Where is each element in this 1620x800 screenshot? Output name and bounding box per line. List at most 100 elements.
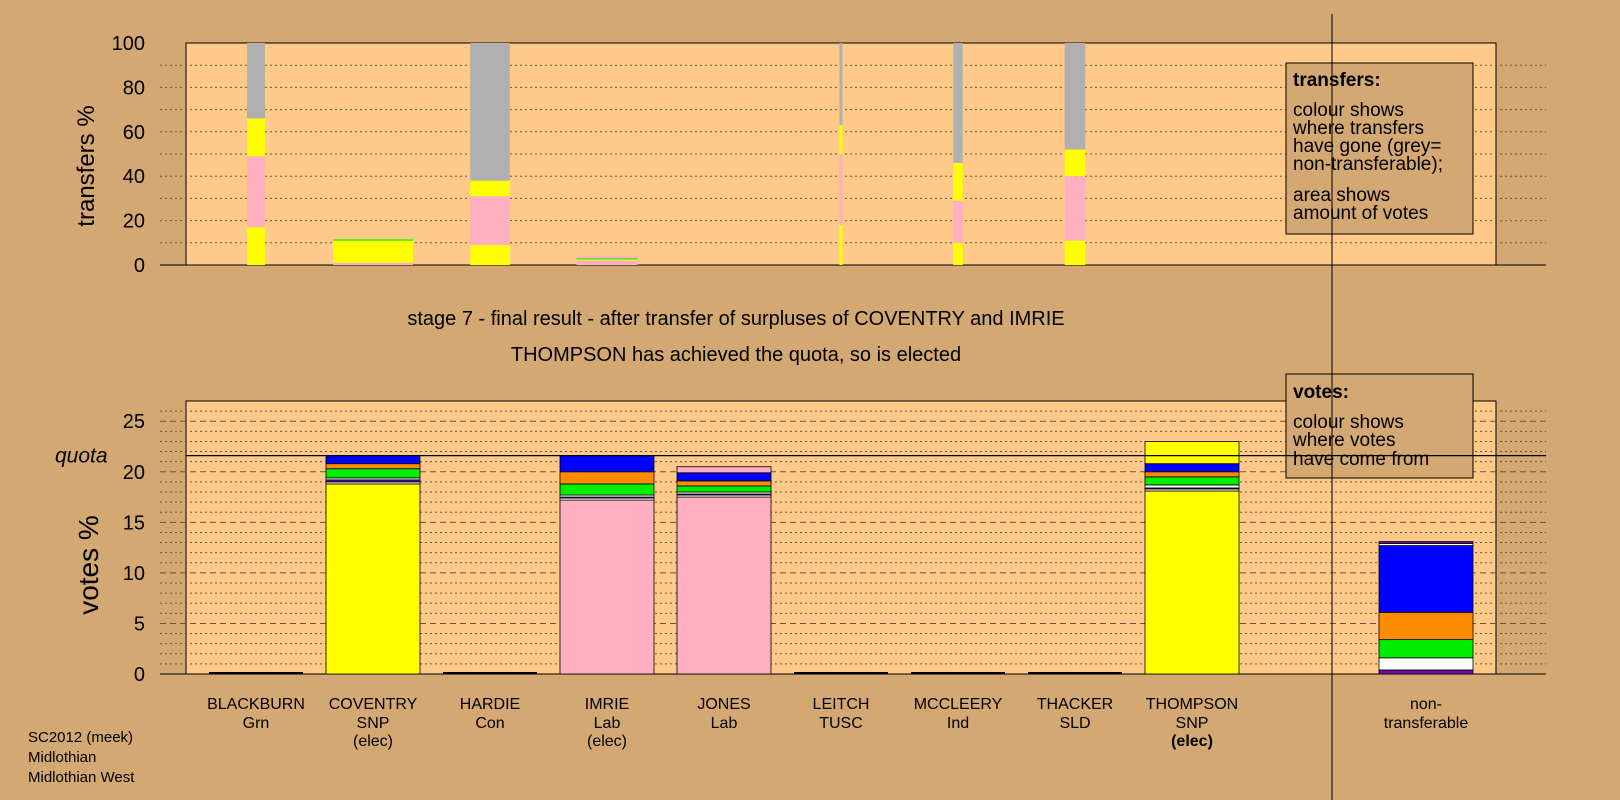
y-tick-label: 25 <box>123 411 145 433</box>
transfer-segment <box>953 43 963 163</box>
transfers-legend-bg <box>1285 62 1474 235</box>
votes-legend-line: have come from <box>1293 449 1429 470</box>
vote-segment <box>676 472 772 482</box>
y-tick-label: 20 <box>123 462 145 484</box>
vote-segment <box>1378 545 1474 613</box>
footer-line: Midlothian West <box>28 769 135 786</box>
candidate-name-label: COVENTRY <box>329 696 418 713</box>
vote-segment <box>1378 611 1474 641</box>
vote-segment <box>559 483 655 496</box>
transfer-segment <box>333 240 413 263</box>
candidate-name-label: LEITCH <box>813 696 870 713</box>
vote-segment <box>1378 669 1474 675</box>
vote-segment <box>676 466 772 474</box>
transfer-segment <box>839 125 843 154</box>
vote-segment <box>559 499 655 675</box>
transfer-segment <box>247 118 265 157</box>
transfer-segment <box>333 239 413 241</box>
candidate-status-label: (elec) <box>1171 733 1213 750</box>
transfer-segment <box>247 227 265 265</box>
transfer-segment <box>576 258 638 260</box>
candidate-party-label: Lab <box>594 715 621 732</box>
candidate-name-label: IMRIE <box>585 696 629 713</box>
vote-segment <box>1144 463 1240 473</box>
vote-segment <box>325 483 421 675</box>
transfer-segment <box>1064 176 1086 241</box>
vote-segment <box>1144 484 1240 489</box>
transfers-y-ticks: 0 20 40 60 80 100 <box>112 33 145 277</box>
stage-caption: stage 7 - final result - after transfer … <box>407 308 1064 330</box>
transfer-segment <box>333 262 413 265</box>
vote-segment <box>1144 490 1240 675</box>
transfers-legend-line: amount of votes <box>1293 203 1428 224</box>
vote-segment <box>559 471 655 485</box>
transfers-legend-title: transfers: <box>1293 70 1381 91</box>
transfers-legend-line: colour shows <box>1293 100 1404 121</box>
transfer-segment <box>470 245 510 265</box>
transfer-segment <box>839 225 843 265</box>
y-tick-label: 15 <box>123 512 145 534</box>
footer-line: SC2012 (meek) <box>28 729 133 746</box>
candidate-status-label: (elec) <box>353 733 393 750</box>
transfers-legend-line: non-transferable); <box>1293 154 1443 175</box>
transfer-segment <box>839 43 843 126</box>
candidate-name-label: THACKER <box>1037 696 1113 713</box>
vote-segment <box>559 455 655 473</box>
vote-segment <box>325 463 421 470</box>
vote-segment <box>676 485 772 493</box>
candidate-party-label: SNP <box>357 715 390 732</box>
vote-segment <box>1144 471 1240 478</box>
transfer-segment <box>1064 43 1086 150</box>
non-transferable-label: transferable <box>1384 715 1469 732</box>
candidate-party-label: SLD <box>1059 715 1090 732</box>
transfer-segment <box>953 242 963 265</box>
transfers-y-axis-label: transfers % <box>73 105 100 226</box>
transfer-segment <box>953 162 963 201</box>
transfer-segment <box>470 196 510 246</box>
votes-x-labels: BLACKBURNGrnCOVENTRYSNP(elec)HARDIEConIM… <box>207 696 1468 750</box>
transfer-segment <box>1064 240 1086 265</box>
transfer-segment <box>839 154 843 226</box>
candidate-name-label: MCCLEERY <box>914 696 1003 713</box>
transfer-segment <box>953 200 963 243</box>
transfer-segment <box>576 259 638 261</box>
vote-segment <box>1144 476 1240 486</box>
y-tick-label: 0 <box>134 255 145 277</box>
votes-legend-box: votes: colour shows where votes have com… <box>1285 373 1474 479</box>
transfer-segment <box>576 256 638 259</box>
transfer-segment <box>470 180 510 197</box>
transfers-legend-line: have gone (grey= <box>1293 136 1441 157</box>
transfer-segment <box>470 43 510 181</box>
votes-legend-title: votes: <box>1293 382 1349 403</box>
vote-segment <box>1378 639 1474 659</box>
y-tick-label: 80 <box>123 77 145 99</box>
votes-legend-line: colour shows <box>1293 412 1404 433</box>
y-tick-label: 60 <box>123 122 145 144</box>
vote-segment <box>325 468 421 479</box>
transfer-segment <box>1064 149 1086 177</box>
result-caption: THOMPSON has achieved the quota, so is e… <box>511 344 961 366</box>
transfers-legend-line: area shows <box>1293 185 1390 206</box>
votes-legend-line: where votes <box>1292 430 1395 451</box>
candidate-party-label: Lab <box>711 715 738 732</box>
transfers-legend-box: transfers: colour shows where transfers … <box>1285 62 1474 235</box>
y-tick-label: 0 <box>134 664 145 686</box>
votes-bars <box>209 441 1474 675</box>
candidate-party-label: SNP <box>1176 715 1209 732</box>
transfers-bars <box>247 43 1086 265</box>
y-tick-label: 5 <box>134 613 145 635</box>
candidate-party-label: TUSC <box>819 715 863 732</box>
candidate-name-label: HARDIE <box>460 696 520 713</box>
vote-segment <box>676 480 772 487</box>
candidate-name-label: BLACKBURN <box>207 696 305 713</box>
vote-segment <box>1378 657 1474 671</box>
transfer-segment <box>247 43 265 119</box>
y-tick-label: 100 <box>112 33 145 55</box>
candidate-name-label: THOMPSON <box>1146 696 1238 713</box>
vote-segment <box>1378 541 1474 544</box>
votes-y-ticks: 0 5 10 15 20 25 <box>123 411 145 686</box>
candidate-party-label: Con <box>475 715 504 732</box>
transfer-segment <box>247 156 265 228</box>
